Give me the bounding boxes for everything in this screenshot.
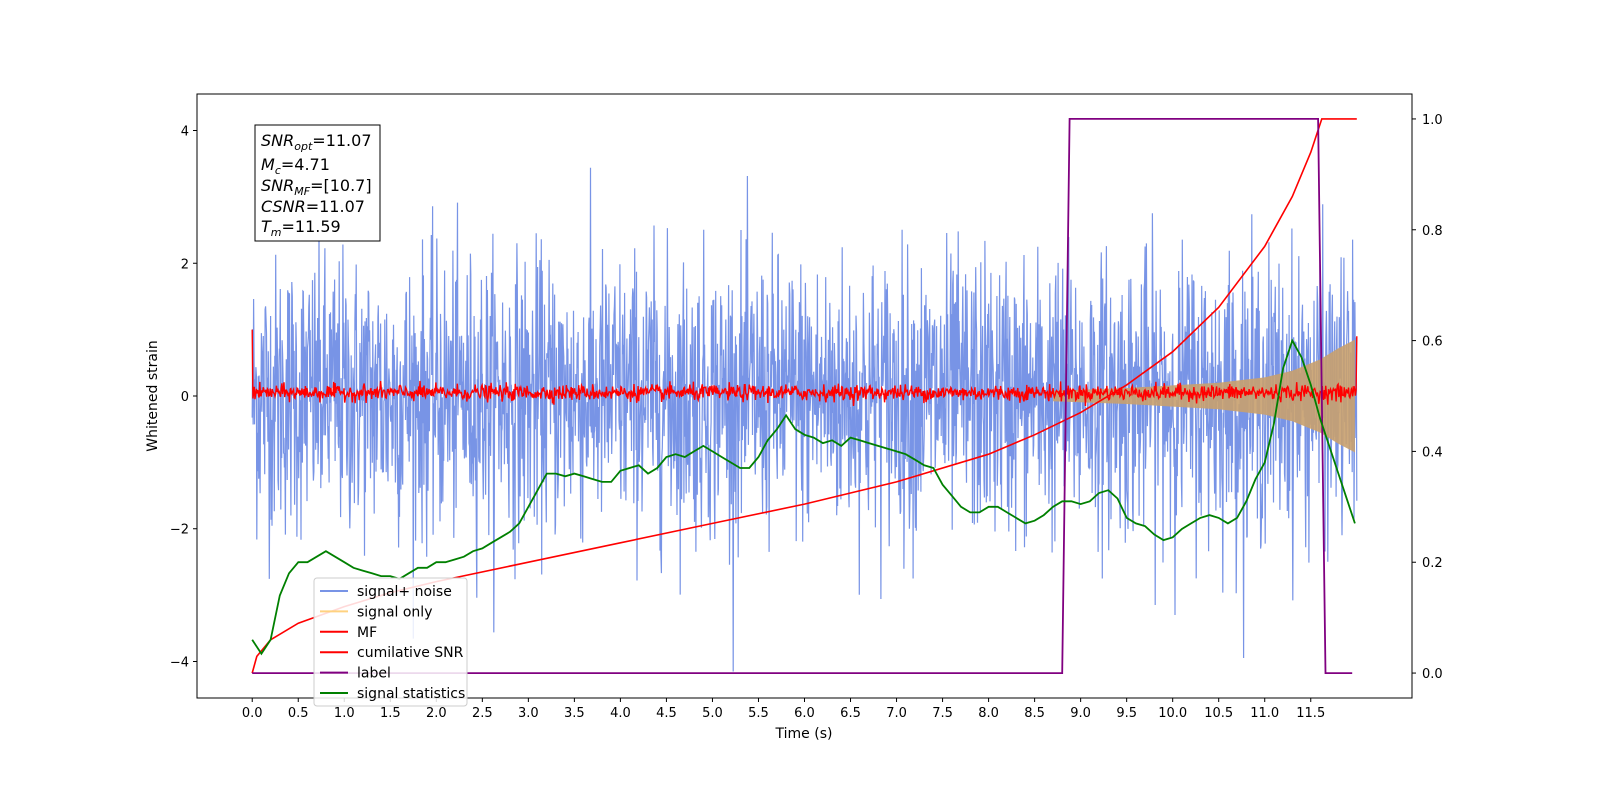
legend-label: signal only [357, 604, 432, 620]
x-tick-label: 5.0 [702, 706, 723, 721]
series-mf [251, 329, 1358, 407]
y-axis-right: 1.0 0.8 0.6 0.4 0.2 0.0 [1412, 113, 1443, 682]
y-right-tick-label: 0.4 [1422, 445, 1443, 460]
y-left-tick-label: −4 [170, 655, 189, 670]
x-tick-label: 3.5 [564, 706, 585, 721]
x-tick-label: 0.5 [288, 706, 309, 721]
series-signal-noise [251, 167, 1358, 672]
y-left-tick-label: 4 [181, 125, 189, 140]
info-csnr: CSNR=11.07 [261, 197, 365, 216]
y-axis-left: 4 2 0 −2 −4 [170, 125, 197, 670]
x-tick-label: 5.5 [748, 706, 769, 721]
info-box: SNRopt=11.07 Mc=4.71 SNRMF=[10.7] CSNR=1… [254, 124, 381, 242]
info-snr-mf: SNRMF=[10.7] [261, 176, 372, 198]
x-tick-label: 6.5 [840, 706, 861, 721]
legend-label: label [357, 666, 391, 682]
x-tick-label: 4.0 [610, 706, 631, 721]
y-right-tick-label: 0.8 [1422, 224, 1443, 239]
x-axis-label: Time (s) [775, 726, 833, 742]
legend-label: signal+ noise [357, 584, 452, 600]
y-left-tick-label: 2 [181, 257, 189, 272]
x-tick-label: 10.5 [1204, 706, 1233, 721]
x-tick-label: 1.5 [380, 706, 401, 721]
x-tick-label: 10.0 [1158, 706, 1187, 721]
series-signal-statistics [251, 338, 1356, 656]
legend-label: signal statistics [357, 686, 465, 702]
y-left-tick-label: 0 [181, 390, 189, 405]
x-tick-label: 11.0 [1250, 706, 1279, 721]
info-mc: Mc=4.71 [261, 155, 330, 177]
y-left-tick-label: −2 [170, 523, 189, 538]
x-axis: 0.0 0.5 1.0 1.5 2.0 2.5 3.0 3.5 4.0 4.5 5.0 5.5 6.0 6… [242, 698, 1325, 721]
y-right-tick-label: 0.2 [1422, 556, 1443, 571]
x-tick-label: 8.5 [1024, 706, 1045, 721]
legend-label: MF [357, 625, 377, 641]
legend: signal+ noise signal only MF cumilative SNR… [313, 577, 468, 707]
x-tick-label: 0.0 [242, 706, 263, 721]
x-tick-label: 2.0 [426, 706, 447, 721]
x-tick-label: 7.0 [886, 706, 907, 721]
y-right-tick-label: 0.0 [1422, 667, 1443, 682]
x-tick-label: 9.5 [1116, 706, 1137, 721]
x-tick-label: 2.5 [472, 706, 493, 721]
x-tick-label: 8.0 [978, 706, 999, 721]
info-tm: Tm=11.59 [261, 217, 341, 239]
x-tick-label: 6.0 [794, 706, 815, 721]
y-axis-label: Whitened strain [145, 340, 161, 451]
x-tick-label: 7.5 [932, 706, 953, 721]
info-snr-opt: SNRopt=11.07 [261, 131, 372, 153]
y-right-tick-label: 0.6 [1422, 335, 1443, 350]
legend-label: cumilative SNR [357, 645, 464, 661]
x-tick-label: 11.5 [1296, 706, 1325, 721]
x-tick-label: 3.0 [518, 706, 539, 721]
series-label [252, 118, 1353, 674]
x-tick-label: 9.0 [1070, 706, 1091, 721]
y-right-tick-label: 1.0 [1422, 113, 1443, 128]
x-tick-label: 4.5 [656, 706, 677, 721]
x-tick-label: 1.0 [334, 706, 355, 721]
